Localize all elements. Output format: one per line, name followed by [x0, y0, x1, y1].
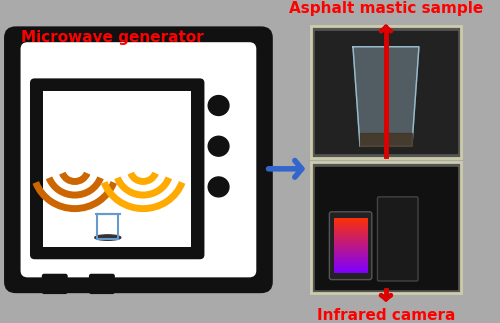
Text: Infrared camera: Infrared camera [317, 308, 455, 323]
Text: Microwave generator: Microwave generator [21, 30, 204, 45]
Polygon shape [353, 47, 419, 146]
Polygon shape [360, 133, 412, 146]
Circle shape [208, 96, 229, 115]
FancyBboxPatch shape [310, 162, 462, 293]
FancyBboxPatch shape [42, 274, 68, 294]
Ellipse shape [95, 235, 120, 240]
FancyBboxPatch shape [4, 26, 273, 293]
FancyBboxPatch shape [30, 78, 204, 259]
Bar [315, 167, 456, 289]
FancyBboxPatch shape [20, 42, 256, 277]
FancyBboxPatch shape [310, 26, 462, 158]
FancyBboxPatch shape [43, 91, 191, 246]
Circle shape [208, 177, 229, 197]
FancyBboxPatch shape [378, 197, 418, 281]
FancyBboxPatch shape [330, 212, 372, 280]
Bar [315, 31, 456, 153]
Circle shape [208, 136, 229, 156]
Text: Asphalt mastic sample: Asphalt mastic sample [289, 1, 483, 16]
FancyBboxPatch shape [89, 274, 115, 294]
